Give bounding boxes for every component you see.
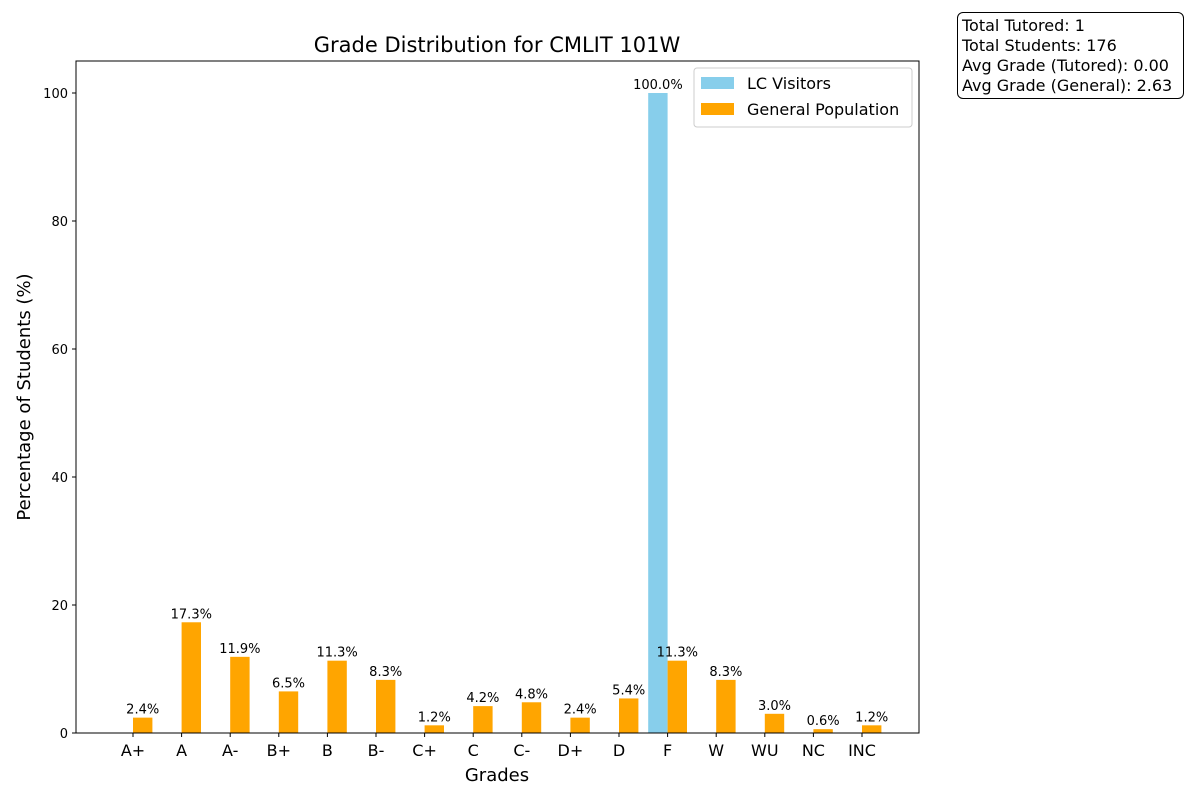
x-tick-label: F — [663, 741, 672, 760]
x-axis: A+ A A- B+ B B- C+ C C- D+ D F W WU NC INC — [121, 733, 876, 760]
general-population-bar — [716, 679, 736, 733]
y-tick-label: 0 — [60, 727, 68, 742]
general-population-bar — [181, 622, 201, 733]
bar-data-label: 11.3% — [657, 646, 698, 661]
x-tick-label: INC — [848, 741, 876, 760]
summary-stats-box: Total Tutored: 1 Total Students: 176 Avg… — [957, 12, 1184, 99]
y-axis: 0 20 40 60 80 100 — [43, 87, 76, 742]
x-tick-label: NC — [802, 741, 825, 760]
general-population-bar — [473, 706, 493, 733]
x-tick-label: A- — [222, 741, 238, 760]
x-tick-label: C+ — [412, 741, 437, 760]
general-population-bar — [813, 729, 833, 733]
x-tick-label: A — [176, 741, 187, 760]
x-tick-label: B+ — [267, 741, 291, 760]
bar-data-label: 8.3% — [369, 665, 402, 680]
general-population-bar — [278, 691, 299, 733]
bar-data-label: 4.8% — [515, 687, 548, 702]
total-students-text: Total Students: 176 — [962, 36, 1117, 55]
chart-title: Grade Distribution for CMLIT 101W — [314, 33, 681, 57]
bar-data-label: 0.6% — [807, 714, 840, 729]
bar-data-label: 2.4% — [564, 703, 597, 718]
x-axis-label: Grades — [465, 765, 529, 786]
bar-data-label: 3.0% — [758, 699, 791, 714]
general-population-bar — [521, 702, 542, 733]
general-population-bar — [570, 717, 590, 733]
x-tick-label: D+ — [558, 741, 584, 760]
plot-bars: 100.0% 2.4% 17.3% 11.9% 6.5% 11.3% 8.3% 1.2% 4.2… — [126, 78, 888, 733]
x-tick-label: D — [613, 741, 625, 760]
general-population-bar — [327, 660, 347, 733]
x-tick-label: B- — [368, 741, 385, 760]
general-population-bar — [862, 725, 882, 733]
x-tick-label: A+ — [121, 741, 145, 760]
bar-data-label: 2.4% — [126, 703, 159, 718]
bar-data-label: 17.3% — [171, 607, 212, 622]
general-population-bar — [133, 717, 153, 733]
x-tick-label: WU — [751, 741, 779, 760]
y-tick-label: 20 — [51, 599, 68, 614]
bar-data-label: 100.0% — [633, 78, 683, 93]
legend-label: General Population — [747, 100, 899, 119]
y-tick-label: 80 — [51, 215, 68, 230]
avg-grade-tutored-text: Avg Grade (Tutored): 0.00 — [962, 56, 1169, 75]
bar-data-label: 5.4% — [612, 683, 645, 698]
y-axis-label: Percentage of Students (%) — [14, 273, 35, 520]
avg-grade-general-text: Avg Grade (General): 2.63 — [962, 76, 1173, 95]
legend-swatch — [701, 103, 734, 115]
bar-data-label: 1.2% — [418, 710, 451, 725]
x-tick-label: C — [468, 741, 479, 760]
x-tick-label: C- — [513, 741, 530, 760]
general-population-bar — [667, 660, 687, 733]
legend-swatch — [701, 77, 734, 89]
bar-data-label: 11.3% — [316, 646, 357, 661]
bar-data-label: 4.2% — [466, 691, 499, 706]
general-population-bar — [424, 725, 444, 733]
y-tick-label: 40 — [51, 471, 68, 486]
plot-frame — [75, 60, 920, 734]
total-tutored-text: Total Tutored: 1 — [962, 16, 1085, 35]
bar-data-label: 6.5% — [272, 676, 305, 691]
bar-data-label: 11.9% — [219, 642, 260, 657]
legend: LC Visitors General Population — [693, 67, 913, 128]
lc-visitors-bar — [648, 93, 668, 733]
general-population-bar — [619, 698, 639, 733]
x-tick-label: B — [322, 741, 333, 760]
y-tick-label: 100 — [43, 87, 68, 102]
general-population-bar — [376, 679, 396, 733]
bar-data-label: 8.3% — [709, 665, 742, 680]
general-population-bar — [764, 713, 785, 733]
x-tick-label: W — [708, 741, 724, 760]
general-population-bar — [230, 656, 250, 733]
legend-frame — [693, 67, 913, 128]
legend-label: LC Visitors — [747, 74, 831, 93]
y-tick-label: 60 — [51, 343, 68, 358]
bar-data-label: 1.2% — [855, 710, 888, 725]
